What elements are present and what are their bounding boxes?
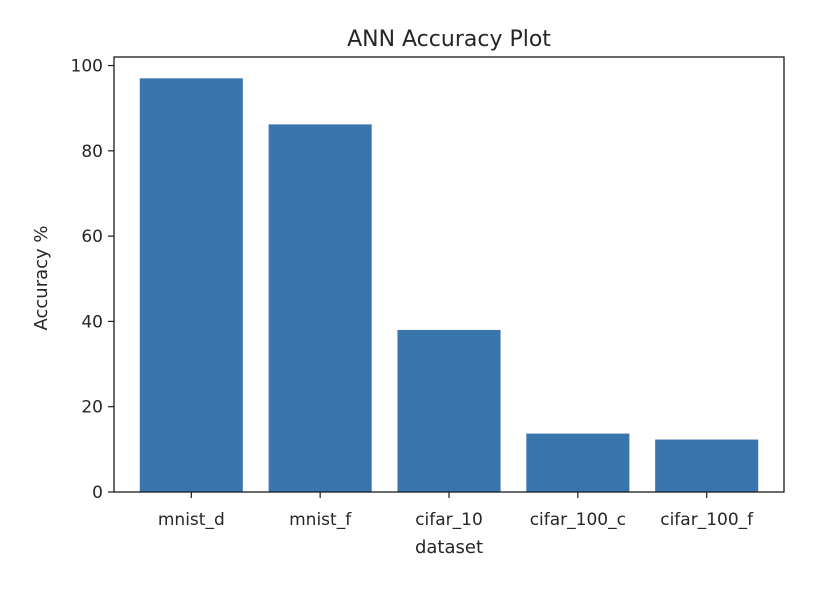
plot-frame [113, 56, 785, 493]
y-axis-ticks: 0 20 40 60 80 100 [71, 57, 114, 503]
y-axis-label: Accuracy % [31, 225, 52, 330]
bar-cifar_100_f [655, 439, 759, 492]
x-tick-label: cifar_100_c [530, 510, 626, 530]
y-tick-label: 80 [81, 142, 103, 162]
x-axis-ticks: mnist_d mnist_f cifar_10 cifar_100_c cifar_1… [158, 492, 754, 530]
bar-mnist_d [139, 78, 243, 492]
bar-mnist_f [268, 124, 372, 492]
x-tick-label: cifar_10 [415, 510, 483, 530]
x-tick-label: mnist_f [289, 510, 352, 530]
bar-cifar_100_c [526, 433, 630, 492]
bars-layer [139, 78, 759, 492]
y-tick-label: 40 [81, 312, 103, 332]
y-tick-label: 60 [81, 227, 103, 247]
y-tick-label: 20 [81, 398, 103, 418]
chart-title: ANN Accuracy Plot [347, 27, 551, 52]
x-axis-label: dataset [415, 537, 483, 558]
y-tick-label: 0 [92, 483, 103, 503]
y-tick-label: 100 [71, 57, 103, 77]
x-tick-label: cifar_100_f [660, 510, 754, 530]
bar-cifar_10 [397, 329, 501, 492]
x-tick-label: mnist_d [158, 510, 225, 530]
